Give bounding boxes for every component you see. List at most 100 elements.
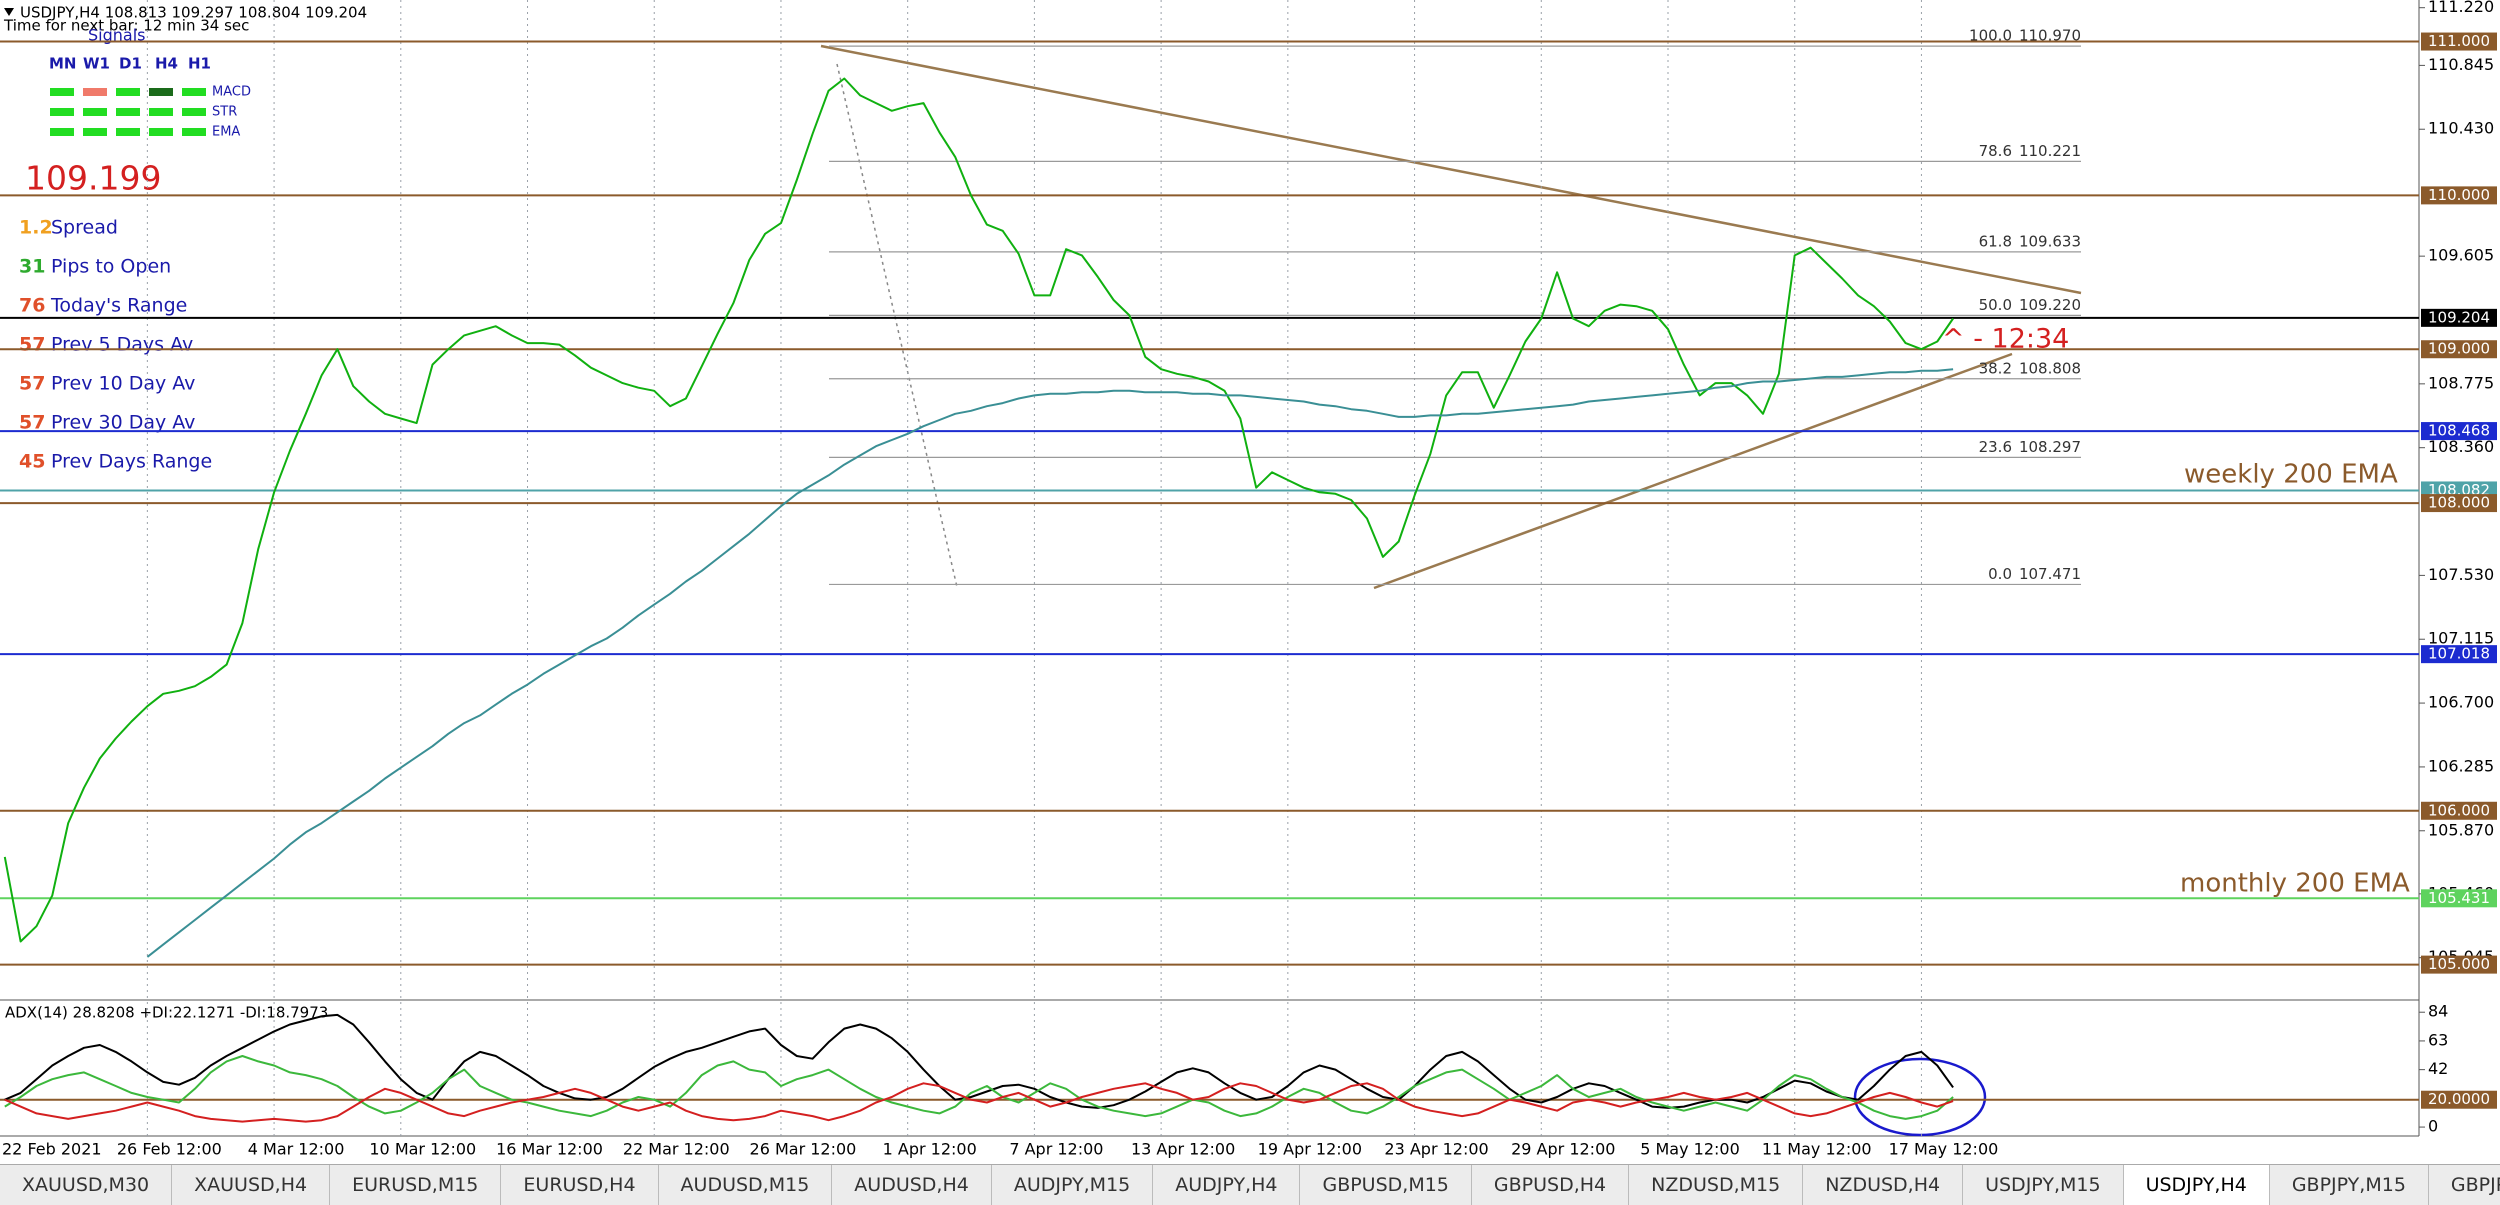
- level-label: 107.018: [2428, 645, 2490, 663]
- signal-column: MN: [49, 55, 76, 73]
- stat-value: 57: [19, 334, 45, 356]
- tab-bar: XAUUSD,M30 XAUUSD,H4 EURUSD,M15 EURUSD,H4 AU…: [0, 1164, 2500, 1205]
- signal-column: W1: [83, 55, 110, 73]
- signal-cell: [83, 108, 107, 116]
- tab[interactable]: NZDUSD,M15: [1629, 1165, 1804, 1205]
- signal-cell: [182, 108, 206, 116]
- y-tick-label: 108.775: [2428, 373, 2494, 392]
- tab[interactable]: EURUSD,M15: [330, 1165, 502, 1205]
- signal-cell: [149, 88, 173, 96]
- signal-cell: [83, 128, 107, 136]
- y-tick-label: 0: [2428, 1117, 2438, 1136]
- tab[interactable]: AUDUSD,M15: [659, 1165, 833, 1205]
- fib-price: 110.970: [2019, 27, 2081, 45]
- tab[interactable]: XAUUSD,M30: [0, 1165, 173, 1205]
- fib-ratio: 38.2: [1979, 359, 2012, 377]
- stat-label: Pips to Open: [51, 256, 171, 278]
- signal-grid: [50, 88, 206, 136]
- tab[interactable]: NZDUSD,H4: [1803, 1165, 1964, 1205]
- tab[interactable]: AUDJPY,M15: [992, 1165, 1154, 1205]
- signal-row: MACD: [212, 85, 251, 100]
- stat-label: Spread: [51, 217, 118, 239]
- y-tick-label: 111.220: [2428, 0, 2494, 16]
- annotation: weekly 200 EMA: [2184, 460, 2398, 490]
- stat-label: Prev 10 Day Av: [51, 373, 195, 395]
- x-tick-label: 4 Mar 12:00: [248, 1140, 345, 1159]
- signal-row: STR: [212, 105, 237, 120]
- signal-cell: [50, 108, 74, 116]
- level-label-bg: [2421, 32, 2497, 51]
- stat-value: 57: [19, 373, 45, 395]
- level-label: 105.000: [2428, 955, 2490, 973]
- level-label: 109.000: [2428, 340, 2490, 358]
- level-label: 20.0000: [2428, 1090, 2490, 1108]
- signal-cell: [149, 108, 173, 116]
- level-label-bg: [2421, 308, 2497, 327]
- level-label: 109.204: [2428, 308, 2490, 326]
- series-line: [4, 1082, 1954, 1123]
- timer: Time for next bar: 12 min 34 sec: [3, 17, 249, 35]
- tab[interactable]: USDJPY,H4: [2123, 1165, 2270, 1205]
- fib-ratio: 100.0: [1969, 27, 2012, 45]
- stat-value: 57: [19, 412, 45, 434]
- x-tick-label: 29 Apr 12:00: [1511, 1140, 1615, 1159]
- x-tick-label: 23 Apr 12:00: [1384, 1140, 1488, 1159]
- x-tick-label: 19 Apr 12:00: [1258, 1140, 1362, 1159]
- fib-price: 109.633: [2019, 232, 2081, 250]
- stat-label: Prev 5 Days Av: [51, 334, 193, 356]
- y-tick-label: 110.845: [2428, 55, 2494, 74]
- highlight-ellipse: [1853, 1057, 1987, 1137]
- signal-cell: [116, 108, 140, 116]
- tab[interactable]: GBPJPY,M15: [2429, 1165, 2500, 1205]
- fib-price: 108.297: [2019, 438, 2081, 456]
- tab[interactable]: XAUUSD,H4: [172, 1165, 331, 1205]
- tab[interactable]: AUDJPY,H4: [1153, 1165, 1301, 1205]
- signal-cell: [116, 88, 140, 96]
- tab[interactable]: USDJPY,M15: [1963, 1165, 2124, 1205]
- level-label: 108.000: [2428, 494, 2490, 512]
- trend-line: [1373, 352, 2013, 590]
- fib-ratio: 23.6: [1979, 438, 2012, 456]
- fib-ratio: 78.6: [1979, 142, 2012, 160]
- chart: USDJPY,H4 108.813 109.297 108.804 109.20…: [0, 0, 2500, 1164]
- signal-column: H4: [155, 55, 178, 73]
- signal-cell: [116, 128, 140, 136]
- tab[interactable]: EURUSD,H4: [501, 1165, 659, 1205]
- level-label-bg: [2421, 494, 2497, 513]
- y-tick-label: 107.530: [2428, 565, 2494, 584]
- y-tick-label: 42: [2428, 1059, 2448, 1078]
- level-label-bg: [2421, 340, 2497, 359]
- fib-ratio: 0.0: [1988, 565, 2012, 583]
- y-tick-label: 63: [2428, 1030, 2448, 1049]
- tab[interactable]: AUDUSD,H4: [832, 1165, 992, 1205]
- x-tick-label: 16 Mar 12:00: [496, 1140, 603, 1159]
- x-tick-label: 13 Apr 12:00: [1131, 1140, 1235, 1159]
- stat-label: Today's Range: [50, 295, 187, 317]
- signal-row: EMA: [212, 125, 240, 140]
- fib-price: 109.220: [2019, 296, 2081, 314]
- level-label-bg: [2421, 186, 2497, 205]
- y-tick-label: 84: [2428, 1002, 2448, 1021]
- tab[interactable]: GBPUSD,M15: [1300, 1165, 1472, 1205]
- level-label-bg: [2421, 955, 2497, 974]
- level-label: 105.431: [2428, 889, 2490, 907]
- tab[interactable]: GBPUSD,H4: [1472, 1165, 1630, 1205]
- x-tick-label: 7 Apr 12:00: [1009, 1140, 1103, 1159]
- tab[interactable]: GBPJPY,M15: [2270, 1165, 2429, 1205]
- fib-ratio: 61.8: [1979, 232, 2012, 250]
- x-tick-label: 22 Mar 12:00: [623, 1140, 730, 1159]
- background: [0, 0, 2500, 1164]
- series-line: [4, 1055, 1954, 1120]
- x-tick-label: 26 Mar 12:00: [750, 1140, 857, 1159]
- level-label: 108.468: [2428, 422, 2490, 440]
- fib-price: 110.221: [2019, 142, 2081, 160]
- fib-price: 107.471: [2019, 565, 2081, 583]
- signal-cell: [182, 88, 206, 96]
- x-tick-label: 17 May 12:00: [1889, 1140, 1999, 1159]
- series-line: [4, 1013, 1954, 1109]
- y-tick-label: 105.870: [2428, 820, 2494, 839]
- level-label-bg: [2421, 1090, 2497, 1109]
- x-tick-label: 1 Apr 12:00: [883, 1140, 977, 1159]
- y-tick-label: 107.115: [2428, 629, 2494, 648]
